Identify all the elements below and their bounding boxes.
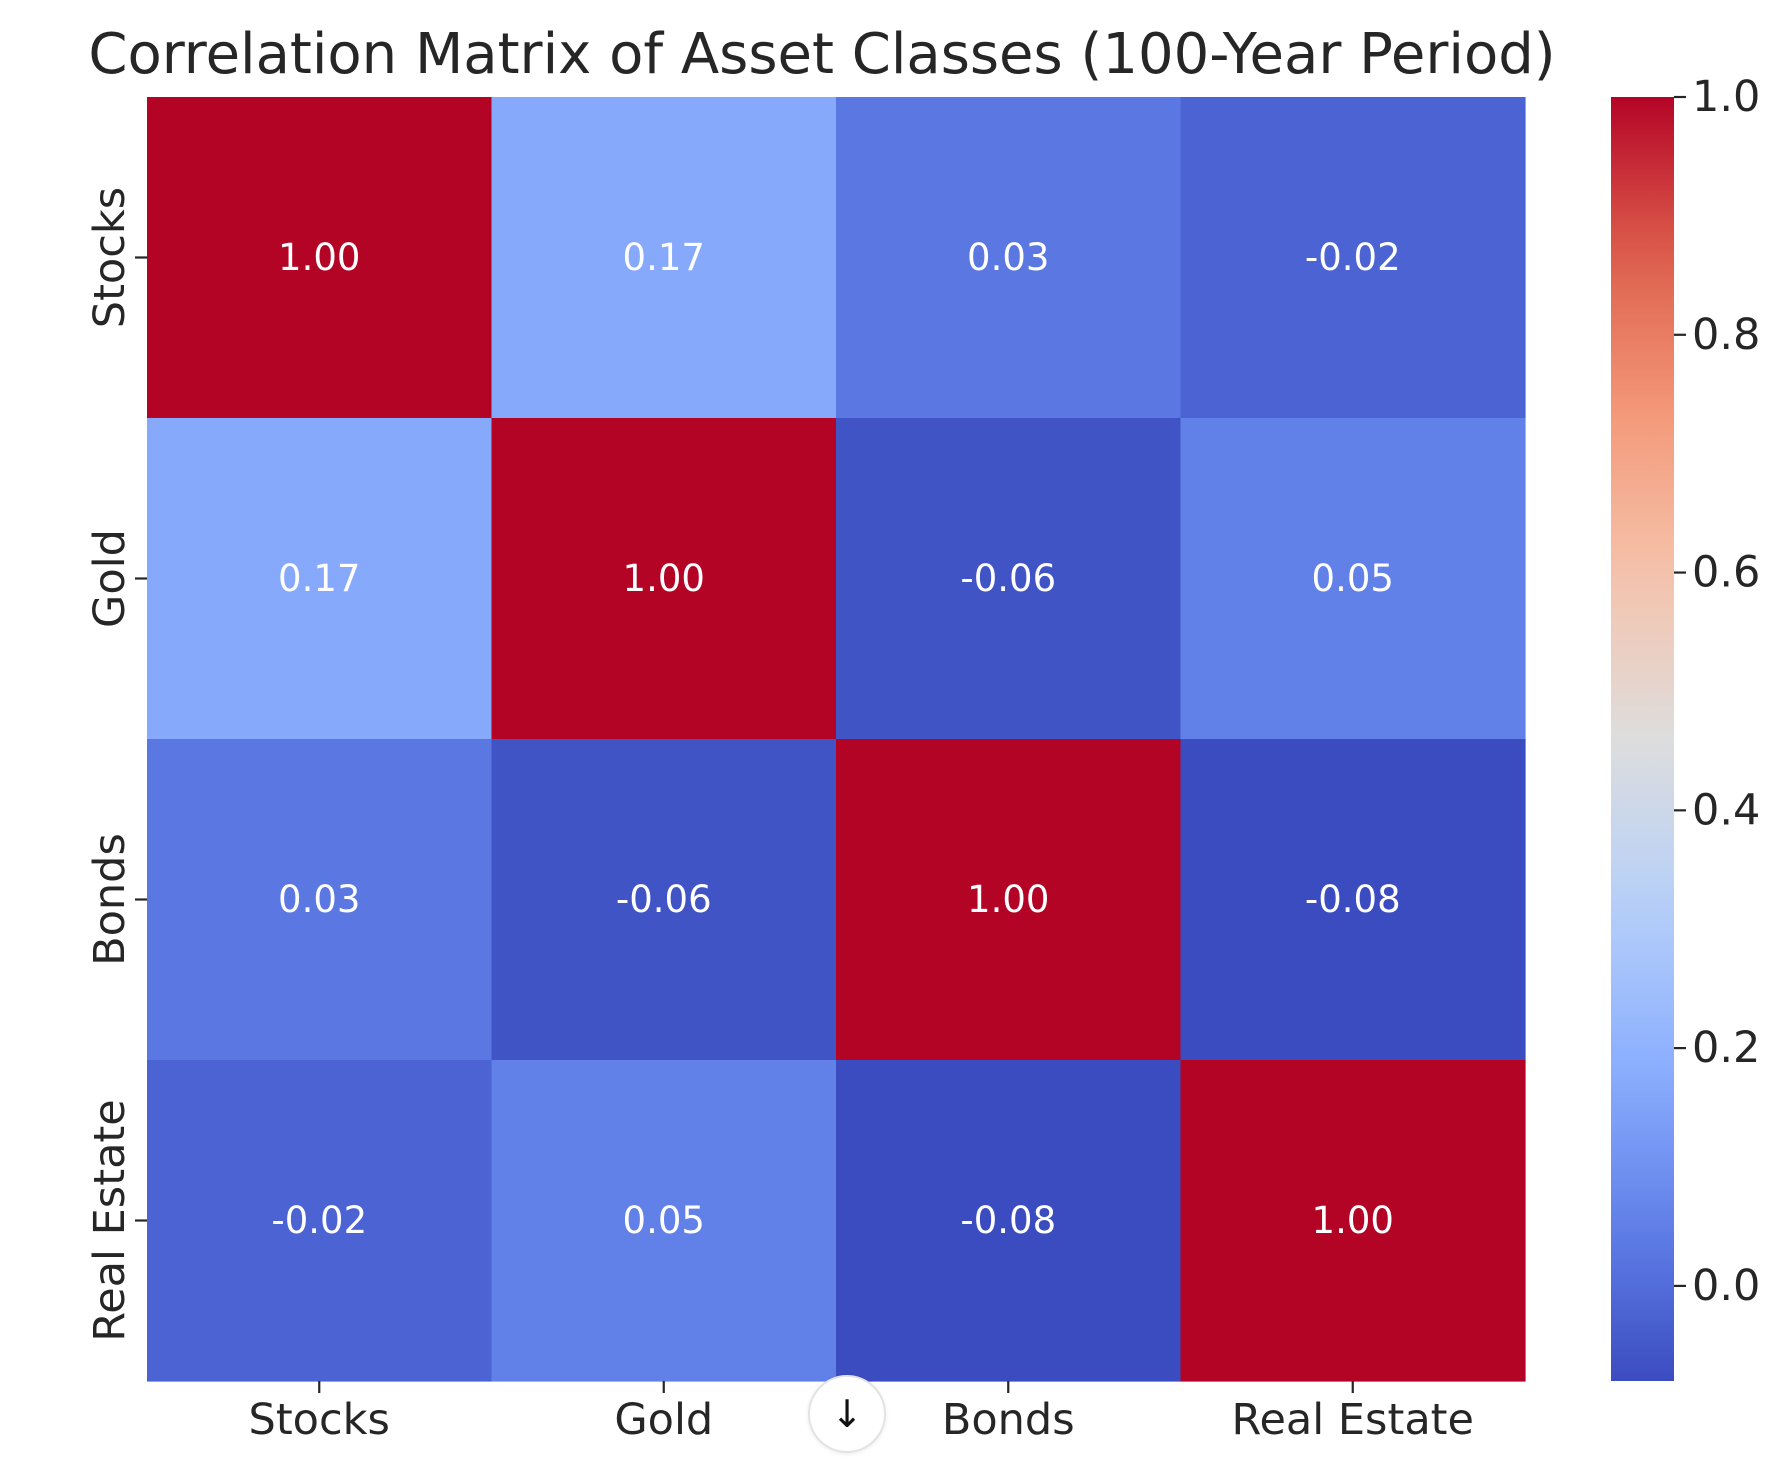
heatmap-cell bbox=[147, 1060, 493, 1382]
heatmap-cell bbox=[491, 1060, 837, 1382]
heatmap-cell bbox=[836, 1060, 1182, 1382]
arrow-down-icon: ↓ bbox=[831, 1392, 863, 1436]
colorbar-strip bbox=[1611, 97, 1674, 1381]
heatmap-cell bbox=[1180, 739, 1526, 1061]
scroll-down-button[interactable]: ↓ bbox=[808, 1375, 886, 1453]
cell-value-labels: 1.00 0.17 0.03 -0.02 0.17 1.00 -0.06 0.05 0.03 -0… bbox=[271, 236, 1400, 1242]
cell-value-label: 0.05 bbox=[1312, 557, 1394, 600]
heatmap-cell bbox=[836, 418, 1182, 740]
cell-value-label: 1.00 bbox=[1312, 1199, 1394, 1242]
heatmap-cell bbox=[491, 418, 837, 740]
y-tick-label: Real Estate bbox=[85, 1099, 135, 1341]
heatmap-cell bbox=[836, 97, 1182, 419]
y-tick-label: Gold bbox=[85, 529, 135, 628]
cell-value-label: -0.08 bbox=[1305, 878, 1401, 921]
colorbar-tick-label: 0.0 bbox=[1692, 1261, 1760, 1311]
x-tick-label: Stocks bbox=[249, 1395, 390, 1445]
cell-value-label: 0.03 bbox=[278, 878, 360, 921]
cell-value-label: -0.08 bbox=[960, 1199, 1056, 1242]
heatmap-cell bbox=[147, 97, 493, 419]
x-tick-label: Bonds bbox=[942, 1395, 1075, 1445]
colorbar-tick-label: 0.6 bbox=[1692, 548, 1760, 598]
colorbar: 0.0 0.2 0.4 0.6 0.8 1.0 bbox=[1611, 72, 1760, 1381]
cell-value-label: -0.06 bbox=[616, 878, 712, 921]
cell-value-label: -0.02 bbox=[1305, 236, 1401, 279]
heatmap-cell bbox=[491, 97, 837, 419]
x-tick-label: Gold bbox=[614, 1395, 713, 1445]
cell-value-label: 0.17 bbox=[278, 557, 360, 600]
cell-value-label: -0.06 bbox=[960, 557, 1056, 600]
cell-value-label: 0.17 bbox=[623, 236, 705, 279]
heatmap-cell bbox=[147, 739, 493, 1061]
heatmap-cell bbox=[1180, 1060, 1526, 1382]
heatmap-cell bbox=[1180, 418, 1526, 740]
cell-value-label: 1.00 bbox=[278, 236, 360, 279]
cell-value-label: 0.03 bbox=[967, 236, 1049, 279]
chart-title: Correlation Matrix of Asset Classes (100… bbox=[88, 22, 1555, 87]
cell-value-label: 1.00 bbox=[967, 878, 1049, 921]
colorbar-tick-label: 0.2 bbox=[1692, 1023, 1760, 1073]
x-axis: Stocks Gold Bonds Real Estate bbox=[249, 1381, 1474, 1445]
cell-value-label: 1.00 bbox=[623, 557, 705, 600]
colorbar-tick-label: 0.4 bbox=[1692, 785, 1760, 835]
heatmap-cell bbox=[836, 739, 1182, 1061]
x-tick-label: Real Estate bbox=[1232, 1395, 1474, 1445]
heatmap-cell bbox=[147, 418, 493, 740]
colorbar-tick-label: 1.0 bbox=[1692, 72, 1760, 122]
y-tick-label: Stocks bbox=[85, 187, 135, 328]
y-axis: Stocks Gold Bonds Real Estate bbox=[85, 187, 147, 1342]
y-tick-label: Bonds bbox=[85, 833, 135, 966]
colorbar-tick-label: 0.8 bbox=[1692, 310, 1760, 360]
heatmap-cell bbox=[1180, 97, 1526, 419]
cell-value-label: -0.02 bbox=[271, 1199, 367, 1242]
heatmap-cell bbox=[491, 739, 837, 1061]
cell-value-label: 0.05 bbox=[623, 1199, 705, 1242]
heatmap-cells bbox=[147, 97, 1526, 1382]
